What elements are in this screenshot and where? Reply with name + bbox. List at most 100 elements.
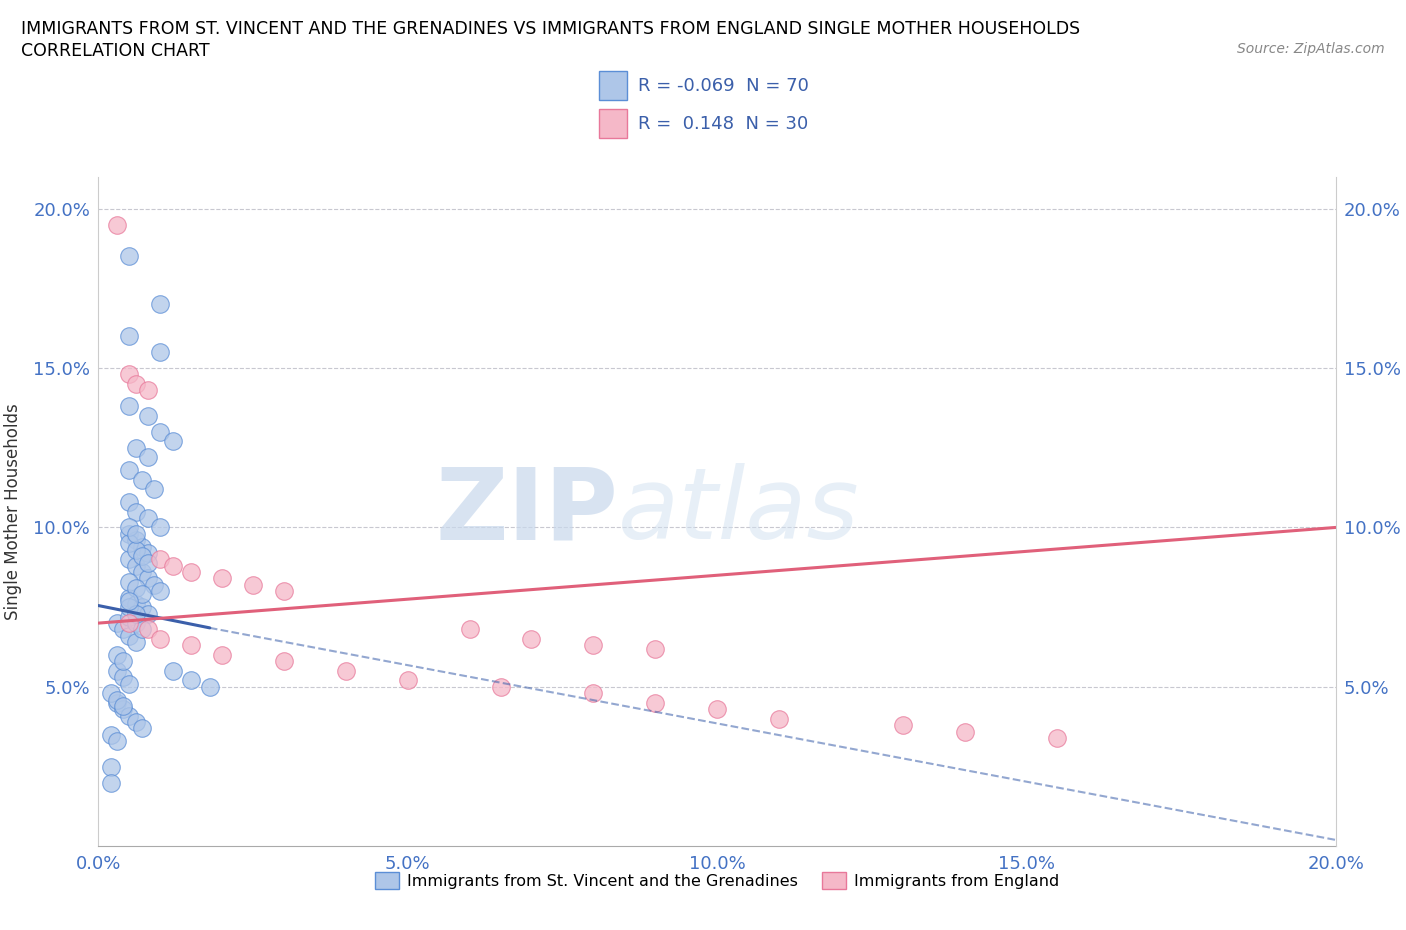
Point: [124, 558, 146, 573]
FancyBboxPatch shape: [599, 110, 627, 138]
Point: [136, 571, 159, 586]
Point: [149, 631, 172, 646]
Point: [112, 702, 135, 717]
Point: [520, 631, 543, 646]
Point: [149, 424, 172, 439]
Point: [180, 673, 202, 688]
Text: atlas: atlas: [619, 463, 859, 560]
Point: [162, 434, 184, 449]
Point: [118, 591, 141, 605]
Point: [143, 482, 166, 497]
Point: [118, 367, 141, 382]
Point: [131, 472, 153, 487]
Point: [118, 495, 141, 510]
Point: [644, 696, 666, 711]
Point: [124, 440, 146, 455]
Point: [112, 698, 135, 713]
Point: [136, 546, 159, 561]
Point: [136, 622, 159, 637]
Point: [180, 638, 202, 653]
Point: [100, 727, 122, 742]
Text: Source: ZipAtlas.com: Source: ZipAtlas.com: [1237, 42, 1385, 56]
Point: [136, 511, 159, 525]
Point: [124, 580, 146, 595]
Point: [118, 462, 141, 477]
Point: [891, 718, 914, 733]
Point: [118, 593, 141, 608]
Text: R = -0.069  N = 70: R = -0.069 N = 70: [638, 76, 810, 95]
Point: [124, 377, 146, 392]
Point: [582, 638, 605, 653]
Point: [136, 383, 159, 398]
Point: [131, 721, 153, 736]
Point: [953, 724, 976, 739]
Point: [118, 526, 141, 541]
Point: [118, 609, 141, 624]
Point: [118, 328, 141, 343]
Point: [105, 692, 128, 707]
Point: [242, 578, 264, 592]
Point: [118, 551, 141, 566]
Point: [118, 676, 141, 691]
FancyBboxPatch shape: [599, 72, 627, 100]
Point: [149, 345, 172, 360]
Point: [131, 600, 153, 615]
Point: [124, 533, 146, 548]
Text: IMMIGRANTS FROM ST. VINCENT AND THE GRENADINES VS IMMIGRANTS FROM ENGLAND SINGLE: IMMIGRANTS FROM ST. VINCENT AND THE GREN…: [21, 20, 1080, 38]
Point: [105, 647, 128, 662]
Point: [118, 520, 141, 535]
Point: [162, 558, 184, 573]
Point: [149, 551, 172, 566]
Point: [143, 578, 166, 592]
Point: [124, 504, 146, 519]
Point: [396, 673, 419, 688]
Point: [124, 526, 146, 541]
Point: [131, 549, 153, 564]
Point: [124, 635, 146, 650]
Point: [198, 680, 221, 695]
Point: [112, 654, 135, 669]
Point: [149, 297, 172, 312]
Point: [706, 702, 728, 717]
Point: [124, 596, 146, 611]
Point: [136, 606, 159, 621]
Point: [131, 565, 153, 579]
Point: [100, 685, 122, 700]
Point: [118, 616, 141, 631]
Point: [118, 249, 141, 264]
Point: [118, 399, 141, 414]
Point: [136, 408, 159, 423]
Point: [131, 539, 153, 554]
Point: [162, 663, 184, 678]
Point: [273, 654, 295, 669]
Point: [211, 647, 233, 662]
Point: [100, 759, 122, 774]
Point: [131, 587, 153, 602]
Point: [149, 520, 172, 535]
Y-axis label: Single Mother Households: Single Mother Households: [4, 403, 22, 620]
Point: [211, 571, 233, 586]
Point: [458, 622, 481, 637]
Point: [124, 714, 146, 729]
Point: [124, 542, 146, 557]
Point: [100, 775, 122, 790]
Point: [489, 680, 512, 695]
Point: [118, 708, 141, 723]
Point: [1046, 730, 1069, 745]
Point: [105, 616, 128, 631]
Point: [112, 670, 135, 684]
Point: [273, 584, 295, 599]
Point: [644, 641, 666, 656]
Point: [105, 696, 128, 711]
Point: [149, 584, 172, 599]
Point: [335, 663, 357, 678]
Legend: Immigrants from St. Vincent and the Grenadines, Immigrants from England: Immigrants from St. Vincent and the Gren…: [368, 866, 1066, 896]
Text: CORRELATION CHART: CORRELATION CHART: [21, 42, 209, 60]
Point: [105, 734, 128, 749]
Text: R =  0.148  N = 30: R = 0.148 N = 30: [638, 114, 808, 133]
Point: [136, 555, 159, 570]
Point: [124, 616, 146, 631]
Point: [180, 565, 202, 579]
Point: [124, 606, 146, 621]
Point: [582, 685, 605, 700]
